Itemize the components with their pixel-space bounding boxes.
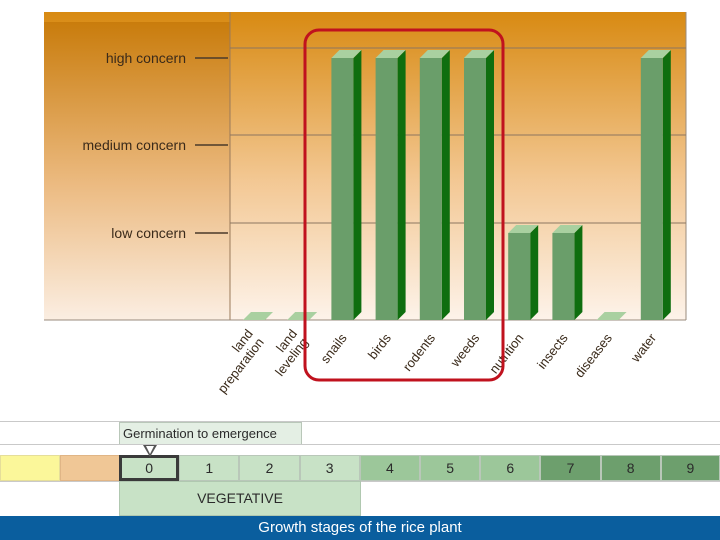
vegetative-band: VEGETATIVE [119, 481, 361, 516]
category-label: diseases [572, 330, 616, 380]
level-label: low concern [111, 225, 186, 241]
stage-cell-1: 1 [179, 455, 240, 481]
category-label: landpreparation [204, 326, 267, 396]
stage-cell-2: 2 [239, 455, 300, 481]
bar-insects [552, 225, 583, 320]
level-label: medium concern [83, 137, 187, 153]
stage-cell-7: 7 [540, 455, 601, 481]
category-label: weeds [447, 330, 483, 370]
highlight-box [303, 28, 505, 382]
footer-bar: Growth stages of the rice plant [0, 516, 720, 540]
stage-cell-6: 6 [480, 455, 541, 481]
concern-chart: low concern medium concern high concern la… [44, 12, 687, 396]
category-label: insects [534, 330, 571, 372]
bar-land-leveling [287, 312, 318, 320]
chart-left-wall [44, 22, 230, 320]
category-label: nutrition [486, 331, 526, 377]
stage-prefix-peach [60, 455, 120, 481]
category-label: birds [365, 330, 394, 362]
stage-row-top-border [0, 421, 720, 422]
bar-nutrition [508, 225, 539, 320]
stage-cell-8: 8 [600, 455, 661, 481]
bar-diseases [596, 312, 627, 320]
stage-cell-4: 4 [359, 455, 420, 481]
bar-rodents [419, 50, 450, 320]
stage-cell-5: 5 [420, 455, 481, 481]
bar-birds [375, 50, 406, 320]
bar-weeds [464, 50, 494, 320]
germination-header: Germination to emergence [119, 422, 302, 445]
level-label: high concern [106, 50, 186, 66]
category-label: snails [317, 330, 350, 366]
bar-water [640, 50, 671, 320]
stage-cell-9: 9 [660, 455, 720, 481]
stage-row-left-bar [0, 444, 720, 445]
bar-snails [331, 50, 362, 320]
bar-land-preparation [243, 312, 273, 320]
stage-0-marker-inner [146, 446, 154, 454]
stage-cell-0: 0 [119, 455, 180, 481]
stage-prefix-yellow [0, 455, 60, 481]
category-label: rodents [400, 330, 439, 374]
category-label: water [627, 330, 659, 366]
stage-cell-3: 3 [299, 455, 360, 481]
